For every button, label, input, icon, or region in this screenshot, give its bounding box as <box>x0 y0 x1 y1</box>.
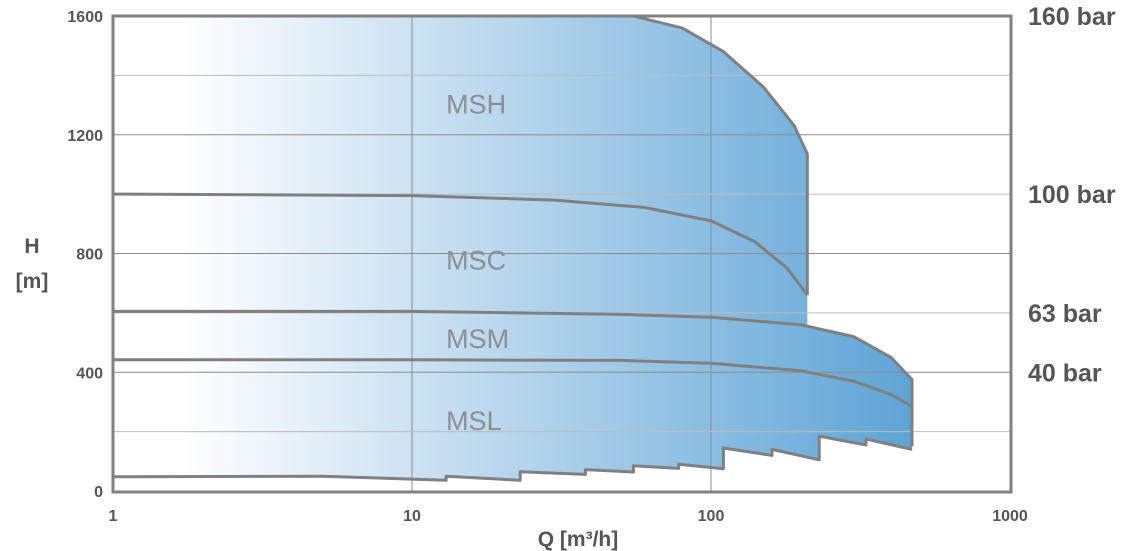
y-tick-label: 1600 <box>67 9 103 26</box>
x-tick-labels: 1 10 100 1000 <box>109 508 1028 525</box>
y-tick-label: 800 <box>76 247 103 264</box>
region-label: MSL <box>446 406 502 436</box>
y-tick-label: 0 <box>94 484 103 501</box>
y-axis-title-line-1: H <box>24 235 39 258</box>
region-labels: MSH MSC MSM MSL <box>446 90 509 436</box>
pressure-labels: 160 bar 100 bar 63 bar 40 bar <box>1028 3 1116 387</box>
x-tick-label: 1 <box>109 508 118 525</box>
region-label: MSC <box>446 245 506 275</box>
series-line <box>112 192 809 296</box>
y-tick-label: 400 <box>76 365 103 382</box>
pressure-label: 40 bar <box>1028 359 1102 387</box>
x-axis-title: Q [m³/h] <box>538 528 618 551</box>
series-line <box>112 434 913 482</box>
pressure-label: 100 bar <box>1028 181 1116 209</box>
y-tick-label: 1200 <box>67 128 103 145</box>
plot-frame <box>111 14 1013 494</box>
y-axis-title-line-2: [m] <box>16 270 49 293</box>
pressure-label: 63 bar <box>1028 300 1102 328</box>
y-tick-labels: 0 400 800 1200 1600 <box>67 9 103 501</box>
region-label: MSM <box>446 324 509 354</box>
region-label: MSH <box>446 90 506 120</box>
x-tick-label: 1000 <box>992 508 1028 525</box>
series-line <box>113 309 914 447</box>
series-line <box>113 358 913 408</box>
x-tick-label: 10 <box>403 508 421 525</box>
pressure-label: 160 bar <box>1028 3 1116 31</box>
x-tick-label: 100 <box>698 508 725 525</box>
